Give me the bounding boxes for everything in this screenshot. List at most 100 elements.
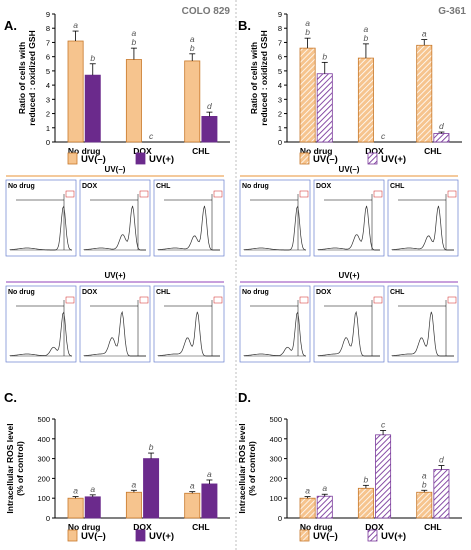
y-tick-label: 0	[46, 138, 50, 147]
legend: UV(–) UV(+)	[299, 152, 406, 165]
y-tick-label: 2	[46, 110, 50, 119]
y-tick-label: 500	[37, 415, 50, 424]
panel-label-c: C.	[4, 390, 17, 405]
gate-marker	[299, 296, 309, 304]
significance-letter: a	[90, 484, 95, 494]
significance-letter: b	[149, 442, 154, 452]
legend-label-uv-plus: UV(+)	[149, 531, 174, 542]
histogram-curve	[243, 205, 307, 251]
panel-label-b: B.	[238, 18, 251, 33]
flow-histogram: DOX	[313, 285, 385, 363]
flow-cytometry-panels: UV(–) No drug DOX CHL UV(+) No drug DOX CHL UV(–…	[5, 165, 459, 363]
gate-marker	[299, 190, 309, 198]
category-label: No drug	[68, 146, 101, 156]
category-label: DOX	[365, 146, 384, 156]
flow-col-title: DOX	[82, 289, 98, 296]
flow-col-title: DOX	[82, 183, 98, 190]
significance-letter: a	[73, 486, 78, 496]
histogram-curve	[317, 205, 380, 251]
y-tick-label: 3	[46, 95, 50, 104]
panel-label-a: A.	[4, 18, 17, 33]
flow-histogram: No drug	[5, 179, 77, 257]
significance-letter: a	[132, 28, 137, 38]
flow-histogram: CHL	[387, 179, 459, 257]
gate-marker	[447, 190, 457, 198]
y-tick-label: 3	[278, 95, 282, 104]
y-tick-label: 2	[278, 110, 282, 119]
histogram-frame	[5, 179, 77, 257]
category-label: DOX	[133, 522, 152, 532]
flow-col-title: CHL	[156, 183, 171, 190]
legend-swatch-uv-plus	[367, 152, 378, 165]
histogram-curve	[9, 205, 73, 251]
flow-row-title: UV(–)	[105, 165, 126, 174]
bar	[201, 483, 218, 519]
flow-col-title: DOX	[316, 183, 332, 190]
y-tick-label: 300	[269, 455, 282, 464]
bar	[316, 73, 333, 143]
legend: UV(–) UV(+)	[67, 529, 174, 542]
flow-col-title: CHL	[390, 183, 405, 190]
significance-letter: c	[381, 131, 386, 141]
legend-label-uv-minus: UV(–)	[81, 531, 106, 542]
bar	[67, 497, 84, 519]
flow-col-title: CHL	[156, 289, 171, 296]
flow-histogram: CHL	[387, 285, 459, 363]
flow-col-title: No drug	[8, 289, 35, 296]
y-tick-label: 0	[46, 514, 50, 523]
bar	[433, 469, 450, 519]
legends: UV(–) UV(+) UV(–) UV(+) UV(–) UV(+) UV(–) UV(+)	[67, 152, 406, 542]
significance-letter: d	[207, 101, 212, 111]
category-label: No drug	[300, 146, 333, 156]
chart-d: 0 100 200 300 400 500 Intracellular ROS level(…	[237, 415, 462, 532]
histogram-frame	[313, 285, 385, 363]
bar	[184, 60, 201, 143]
flow-row-title: UV(–)	[339, 165, 360, 174]
flow-col-title: No drug	[8, 183, 35, 190]
legend-swatch-uv-minus	[67, 152, 78, 165]
bar	[125, 59, 142, 143]
flow-col-title: No drug	[242, 289, 269, 296]
significance-letter: b	[422, 479, 427, 489]
gate-marker	[139, 190, 149, 198]
histogram-curve	[391, 205, 454, 251]
bar	[433, 133, 450, 143]
bar	[299, 497, 316, 519]
y-tick-label: 8	[278, 24, 282, 33]
significance-letter: b	[132, 37, 137, 47]
significance-letter: a	[422, 29, 427, 39]
significance-letter: b	[364, 33, 369, 43]
bar	[84, 496, 101, 519]
y-tick-label: 400	[37, 435, 50, 444]
category-label: No drug	[300, 522, 333, 532]
y-tick-label: 100	[37, 494, 50, 503]
category-label: CHL	[424, 522, 441, 532]
y-tick-label: 9	[46, 10, 50, 19]
y-tick-label: 200	[37, 474, 50, 483]
histogram-curve	[9, 311, 73, 357]
y-axis-label: Ratio of cells withreduced : oxidized GS…	[17, 30, 37, 125]
flow-histogram: DOX	[313, 179, 385, 257]
y-tick-label: 1	[46, 124, 50, 133]
legend-swatch-uv-plus	[135, 152, 146, 165]
y-tick-label: 9	[278, 10, 282, 19]
chart-a: 0 1 2 3 4 5 6 7 8 9 Ratio of cells withreduced : o…	[17, 10, 230, 156]
significance-letter: a	[305, 18, 310, 28]
significance-letter: a	[73, 20, 78, 30]
significance-letter: c	[149, 131, 154, 141]
significance-letter: a	[422, 470, 427, 480]
y-tick-label: 200	[269, 474, 282, 483]
significance-letter: d	[439, 121, 444, 131]
gate-marker	[139, 296, 149, 304]
flow-histogram: No drug	[239, 285, 311, 363]
legend-swatch-uv-plus	[367, 529, 378, 542]
bar	[375, 434, 392, 519]
bar	[357, 487, 374, 519]
histogram-frame	[239, 285, 311, 363]
flow-col-title: CHL	[390, 289, 405, 296]
y-tick-label: 0	[278, 514, 282, 523]
legend-swatch-uv-minus	[299, 529, 310, 542]
flow-histogram: DOX	[79, 179, 151, 257]
category-label: DOX	[133, 146, 152, 156]
